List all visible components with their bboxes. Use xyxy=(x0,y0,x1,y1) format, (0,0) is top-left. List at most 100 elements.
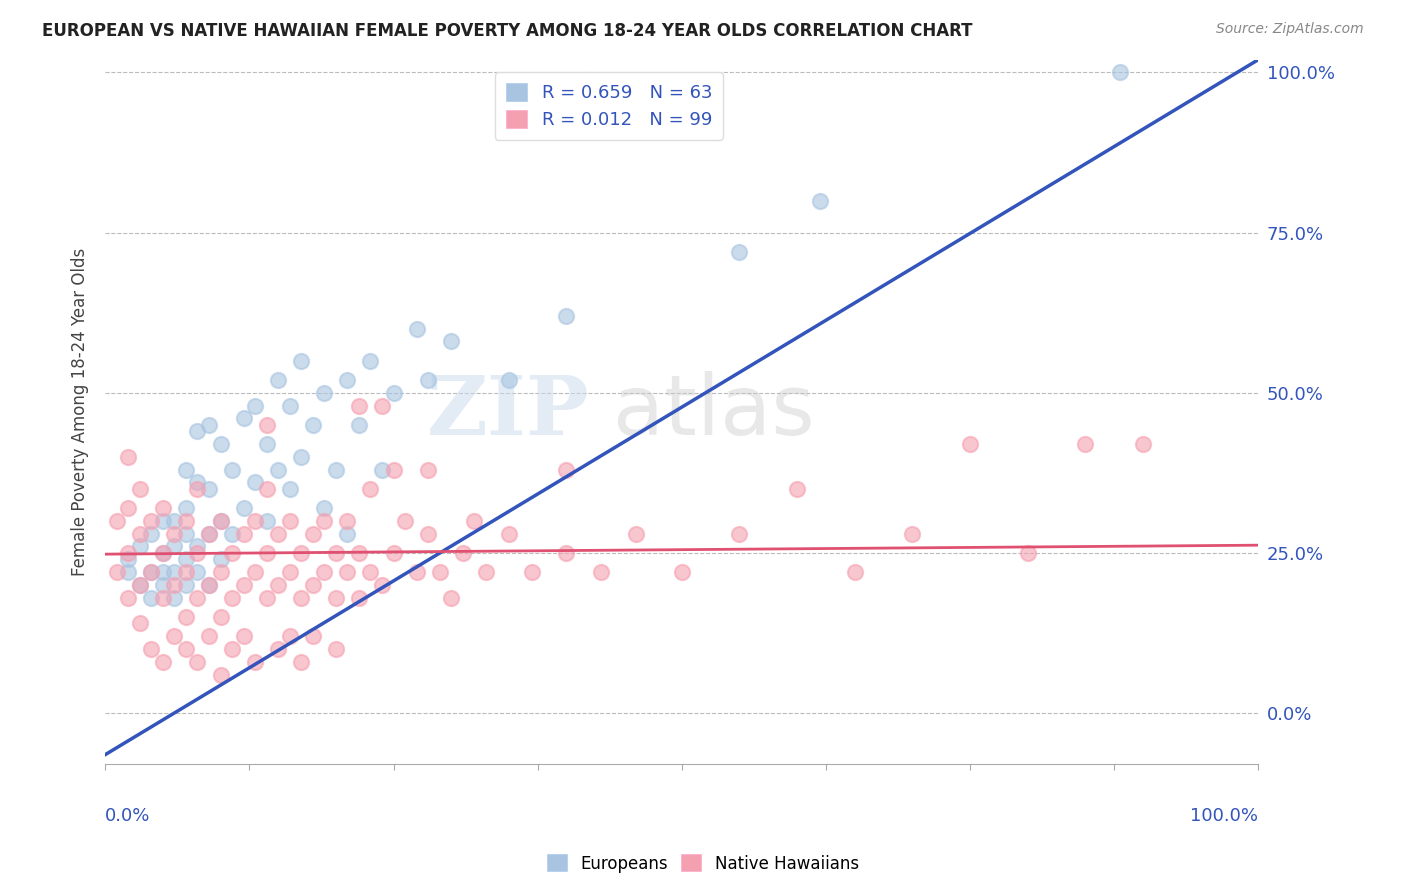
Point xyxy=(267,462,290,476)
Point xyxy=(186,565,208,579)
Legend: R = 0.659   N = 63, R = 0.012   N = 99: R = 0.659 N = 63, R = 0.012 N = 99 xyxy=(495,72,723,140)
Point xyxy=(163,578,186,592)
Point xyxy=(152,591,174,605)
Point xyxy=(1074,437,1097,451)
Point xyxy=(186,591,208,605)
Point xyxy=(359,482,381,496)
Point xyxy=(221,526,243,541)
Point xyxy=(152,565,174,579)
Point xyxy=(301,417,323,432)
Point xyxy=(844,565,866,579)
Point xyxy=(256,591,278,605)
Point xyxy=(301,578,323,592)
Point xyxy=(336,526,359,541)
Point xyxy=(117,450,139,464)
Point xyxy=(174,514,197,528)
Point xyxy=(624,526,647,541)
Point xyxy=(209,514,232,528)
Point xyxy=(186,424,208,438)
Point xyxy=(336,565,359,579)
Point xyxy=(232,526,254,541)
Point xyxy=(325,591,347,605)
Point xyxy=(152,501,174,516)
Point xyxy=(256,514,278,528)
Point xyxy=(128,578,150,592)
Point xyxy=(174,526,197,541)
Point xyxy=(591,565,613,579)
Point xyxy=(267,526,290,541)
Point xyxy=(221,546,243,560)
Point xyxy=(901,526,924,541)
Point xyxy=(163,629,186,643)
Point xyxy=(163,540,186,554)
Text: ZIP: ZIP xyxy=(427,372,589,452)
Point xyxy=(174,565,197,579)
Point xyxy=(163,514,186,528)
Point xyxy=(429,565,451,579)
Point xyxy=(278,482,301,496)
Point xyxy=(198,417,221,432)
Point xyxy=(174,610,197,624)
Point xyxy=(117,552,139,566)
Point xyxy=(186,482,208,496)
Point xyxy=(117,501,139,516)
Point xyxy=(325,642,347,657)
Point xyxy=(314,385,336,400)
Point xyxy=(256,546,278,560)
Point xyxy=(416,373,439,387)
Point xyxy=(198,629,221,643)
Text: Source: ZipAtlas.com: Source: ZipAtlas.com xyxy=(1216,22,1364,37)
Point xyxy=(152,578,174,592)
Point xyxy=(232,501,254,516)
Point xyxy=(243,565,266,579)
Point xyxy=(728,244,751,259)
Point xyxy=(163,526,186,541)
Point xyxy=(394,514,416,528)
Point xyxy=(347,546,370,560)
Point xyxy=(141,514,163,528)
Point xyxy=(243,399,266,413)
Point xyxy=(141,526,163,541)
Point xyxy=(128,540,150,554)
Point xyxy=(498,373,520,387)
Point xyxy=(786,482,808,496)
Point xyxy=(267,642,290,657)
Point xyxy=(186,540,208,554)
Point xyxy=(198,578,221,592)
Point xyxy=(221,462,243,476)
Point xyxy=(808,194,831,208)
Point xyxy=(1017,546,1039,560)
Point xyxy=(256,482,278,496)
Point xyxy=(314,565,336,579)
Point xyxy=(221,591,243,605)
Point xyxy=(278,399,301,413)
Point xyxy=(347,417,370,432)
Point xyxy=(440,334,463,349)
Point xyxy=(198,526,221,541)
Point xyxy=(152,546,174,560)
Point xyxy=(105,565,128,579)
Point xyxy=(728,526,751,541)
Point xyxy=(301,526,323,541)
Point xyxy=(232,411,254,425)
Point xyxy=(209,667,232,681)
Point xyxy=(186,546,208,560)
Point xyxy=(463,514,485,528)
Legend: Europeans, Native Hawaiians: Europeans, Native Hawaiians xyxy=(540,847,866,880)
Point xyxy=(209,610,232,624)
Point xyxy=(440,591,463,605)
Point xyxy=(174,642,197,657)
Point xyxy=(359,565,381,579)
Point xyxy=(325,462,347,476)
Point xyxy=(221,642,243,657)
Point xyxy=(382,546,405,560)
Point xyxy=(451,546,474,560)
Point xyxy=(209,437,232,451)
Point xyxy=(174,462,197,476)
Point xyxy=(117,565,139,579)
Point xyxy=(232,578,254,592)
Point xyxy=(278,565,301,579)
Point xyxy=(382,385,405,400)
Point xyxy=(141,642,163,657)
Point xyxy=(163,565,186,579)
